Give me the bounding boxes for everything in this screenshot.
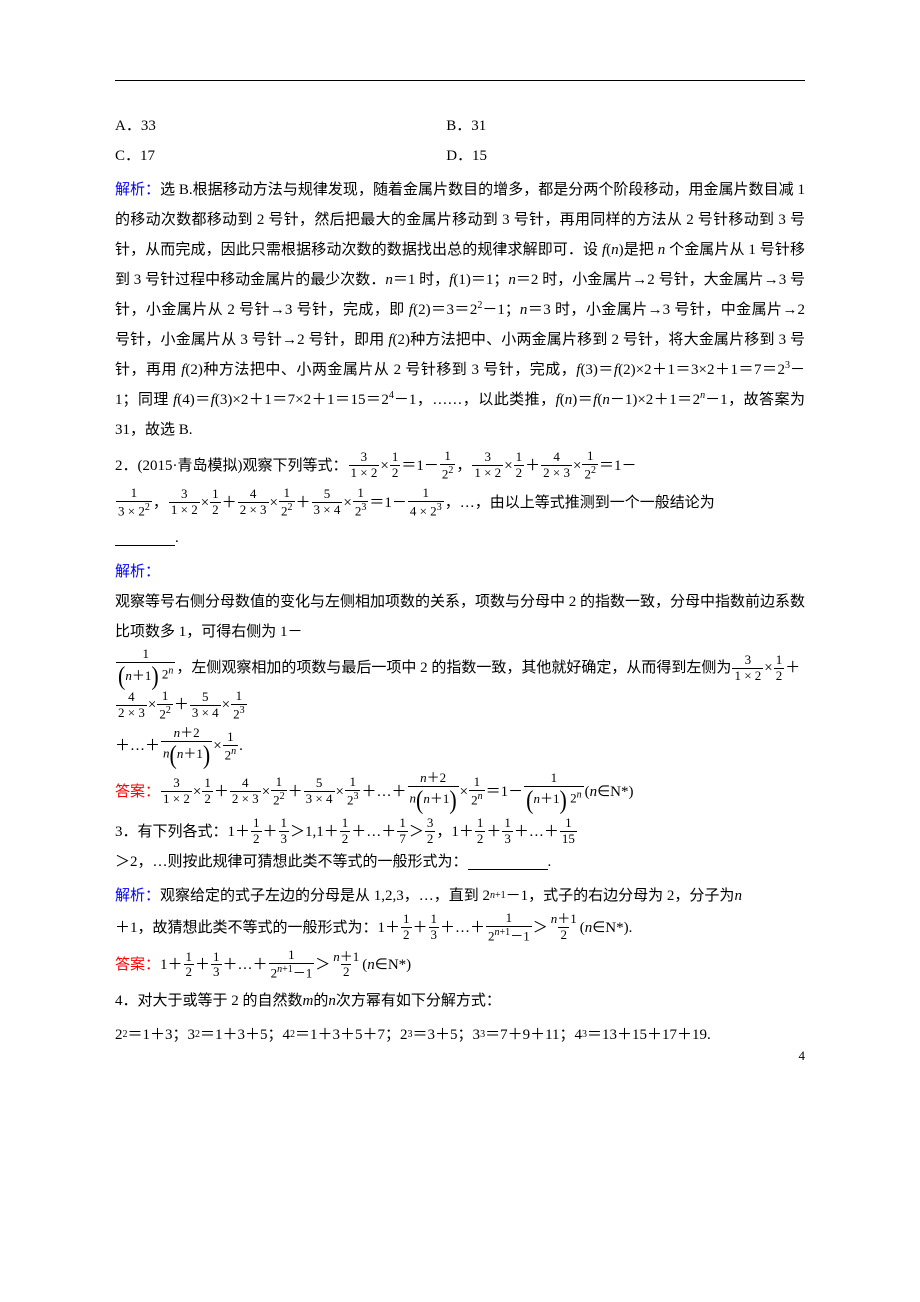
jiexi2: 解析：观察等号右侧分母数值的变化与左侧相加项数的关系，项数与分母中 2 的指数一… (115, 557, 805, 721)
option-row-ab: A．33 B．31 (115, 111, 805, 141)
jiexi3: 解析：观察给定的式子左边的分母是从 1,2,3，…，直到 2n+1－1，式子的右… (115, 881, 805, 944)
q3: 3．有下列各式：1＋12＋13＞1,1＋12＋…＋17＞32，1＋12＋13＋…… (115, 816, 805, 877)
q2b: 13 × 22， 31 × 2×12＋42 × 3×122＋53 × 4×123… (115, 486, 805, 519)
daan2: 答案： 31 × 2×12＋42 × 3×122＋53 × 4×123＋…＋n＋… (115, 771, 805, 812)
jiexi2b: ＋…＋n＋2n(n＋1)×12n. (115, 726, 805, 767)
page-number: 4 (799, 1048, 806, 1064)
top-rule (115, 80, 805, 81)
jiexi-label: 解析： (115, 881, 160, 911)
option-a: A．33 (115, 111, 446, 141)
q2c: . (115, 523, 805, 553)
jiexi-label: 解析： (115, 557, 160, 587)
document-page: A．33 B．31 C．17 D．15 解析：选 B.根据移动方法与规律发现，随… (0, 0, 920, 1094)
blank (115, 530, 175, 546)
jiexi-label: 解析： (115, 182, 160, 198)
jiexi1: 解析：选 B.根据移动方法与规律发现，随着金属片数目的增多，都是分两个阶段移动，… (115, 175, 805, 445)
q4a: 4．对大于或等于 2 的自然数 m 的 n 次方幂有如下分解方式： (115, 986, 805, 1016)
daan-label: 答案： (115, 950, 160, 980)
option-row-cd: C．17 D．15 (115, 141, 805, 171)
q4b: 22＝1＋3；32＝1＋3＋5；42＝1＋3＋5＋7；23＝3＋5；33＝7＋9… (115, 1020, 805, 1050)
option-c: C．17 (115, 141, 446, 171)
daan-label: 答案： (115, 777, 160, 807)
q2: 2．(2015·青岛模拟)观察下列等式： 31 × 2×12＝1－122， 31… (115, 449, 805, 482)
blank (468, 854, 548, 870)
option-d: D．15 (446, 141, 777, 171)
daan3: 答案：1＋12＋13＋…＋12n+1－1＞n＋12(n∈N*) (115, 948, 805, 981)
option-b: B．31 (446, 111, 777, 141)
